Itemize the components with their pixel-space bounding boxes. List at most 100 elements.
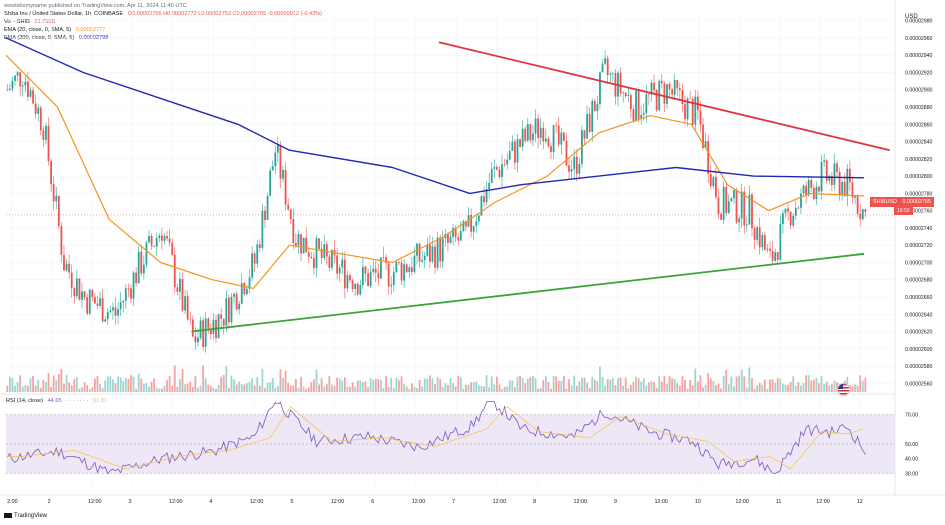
price-badge-value: 0.00002755 bbox=[902, 199, 931, 205]
candle-body bbox=[660, 80, 663, 84]
candle-body bbox=[284, 169, 287, 205]
rsi-legend[interactable]: RSI (14, close) 44.65 · · · · · · · 51.8… bbox=[6, 398, 107, 404]
tradingview-logo[interactable]: TradingView bbox=[4, 513, 47, 519]
time-tick-label: 11 bbox=[776, 499, 782, 505]
time-tick-label: 12 bbox=[857, 499, 863, 505]
axes: 0.00002980 0.00002960 0.00002940 0.00002920… bbox=[0, 0, 945, 505]
candle-body bbox=[372, 268, 375, 272]
rsi-ma-value: 51.81 bbox=[93, 398, 108, 404]
candle-body bbox=[655, 90, 658, 111]
candle-body bbox=[325, 244, 328, 257]
volume-bar bbox=[173, 365, 176, 392]
candle-body bbox=[313, 258, 315, 268]
candle-body bbox=[573, 156, 576, 170]
candle-body bbox=[238, 303, 241, 310]
rsi-label: RSI (14, close) bbox=[6, 398, 43, 404]
time-tick-label: 12:00 bbox=[654, 499, 668, 505]
flag-icon[interactable] bbox=[837, 383, 850, 396]
volume-bar bbox=[359, 380, 362, 392]
candle-body bbox=[751, 194, 753, 229]
candle-body bbox=[16, 72, 19, 76]
candle-body bbox=[465, 221, 467, 227]
candle-body bbox=[305, 237, 308, 253]
volume-bar bbox=[529, 376, 532, 392]
currency-label: USD bbox=[905, 14, 918, 20]
volume-bar bbox=[477, 385, 480, 392]
brand-name: TradingView bbox=[14, 513, 48, 520]
volume-bar bbox=[29, 378, 32, 392]
volume-bar bbox=[45, 382, 47, 392]
candle-body bbox=[686, 98, 689, 120]
volume-bar bbox=[207, 384, 210, 392]
volume-bar bbox=[622, 385, 625, 392]
volume-bar bbox=[632, 381, 635, 392]
volume-bar bbox=[50, 387, 52, 392]
volume-bar bbox=[779, 378, 782, 392]
candle-body bbox=[261, 210, 264, 248]
candle-body bbox=[42, 130, 45, 140]
symbol-line[interactable]: Shiba Inu / United States Dollar, 1h, CO… bbox=[4, 11, 124, 17]
volume-bar bbox=[181, 369, 184, 392]
candle-body bbox=[748, 194, 751, 225]
volume-bar bbox=[75, 377, 78, 392]
volume-bar bbox=[756, 385, 759, 392]
candle-body bbox=[830, 175, 833, 185]
candle-body bbox=[663, 83, 666, 104]
volume-bar bbox=[686, 388, 689, 392]
volume-bar bbox=[560, 380, 563, 392]
candle-body bbox=[828, 175, 831, 181]
candle-body bbox=[282, 169, 284, 179]
volume-bar bbox=[132, 376, 135, 392]
volume-bar bbox=[289, 385, 292, 392]
candle-body bbox=[233, 293, 235, 297]
volume-bar bbox=[426, 378, 429, 392]
volume-bar bbox=[434, 384, 436, 392]
volume-bar bbox=[323, 386, 326, 392]
candle-body bbox=[189, 319, 192, 321]
candle-body bbox=[336, 255, 339, 274]
candle-body bbox=[246, 288, 248, 295]
candle-body bbox=[258, 244, 261, 248]
candle-body bbox=[127, 288, 130, 289]
ema20-legend[interactable]: EMA (20, close, 0, SMA, 5) 0.00002777 bbox=[4, 27, 105, 33]
price-tick-label: 0.00002880 bbox=[905, 105, 933, 111]
rsi-pane[interactable] bbox=[6, 401, 895, 475]
volume-bar bbox=[230, 375, 233, 392]
volume-bar bbox=[738, 375, 741, 392]
candle-body bbox=[436, 237, 439, 268]
volume-bar bbox=[315, 369, 318, 392]
volume-bar bbox=[599, 366, 601, 392]
candle-body bbox=[454, 228, 457, 238]
ema20-label: EMA (20, close, 0, SMA, 5) bbox=[4, 27, 72, 33]
price-tick-label: 0.00002960 bbox=[905, 36, 933, 42]
vol-value: 21.755B bbox=[34, 19, 56, 25]
volume-bar bbox=[743, 376, 746, 392]
volume-bar bbox=[227, 388, 230, 392]
volume-bar bbox=[112, 379, 114, 392]
volume-bar bbox=[387, 387, 390, 392]
candle-body bbox=[209, 328, 212, 334]
volume-bar bbox=[410, 383, 413, 392]
volume-bar bbox=[292, 385, 295, 392]
volume-bar bbox=[333, 386, 336, 392]
volume-bar bbox=[694, 368, 697, 392]
volume-bar bbox=[351, 382, 354, 392]
volume-bar bbox=[91, 387, 94, 392]
candle-body bbox=[243, 283, 246, 295]
candle-body bbox=[668, 84, 671, 90]
volume-bar bbox=[413, 386, 416, 392]
volume-bar bbox=[88, 388, 91, 392]
candle-body bbox=[94, 297, 96, 304]
candle-body bbox=[434, 246, 436, 268]
volume-bar bbox=[521, 377, 524, 392]
volume-bar bbox=[307, 387, 310, 392]
volume-bar bbox=[859, 375, 862, 392]
volume-bar bbox=[27, 385, 29, 392]
volume-bar bbox=[34, 385, 37, 392]
candle-body bbox=[766, 248, 769, 250]
candle-body bbox=[622, 92, 625, 94]
candle-body bbox=[346, 275, 349, 289]
volume-legend[interactable]: Vol · SHIB 21.755B bbox=[4, 19, 55, 25]
volume-bar bbox=[784, 384, 787, 392]
